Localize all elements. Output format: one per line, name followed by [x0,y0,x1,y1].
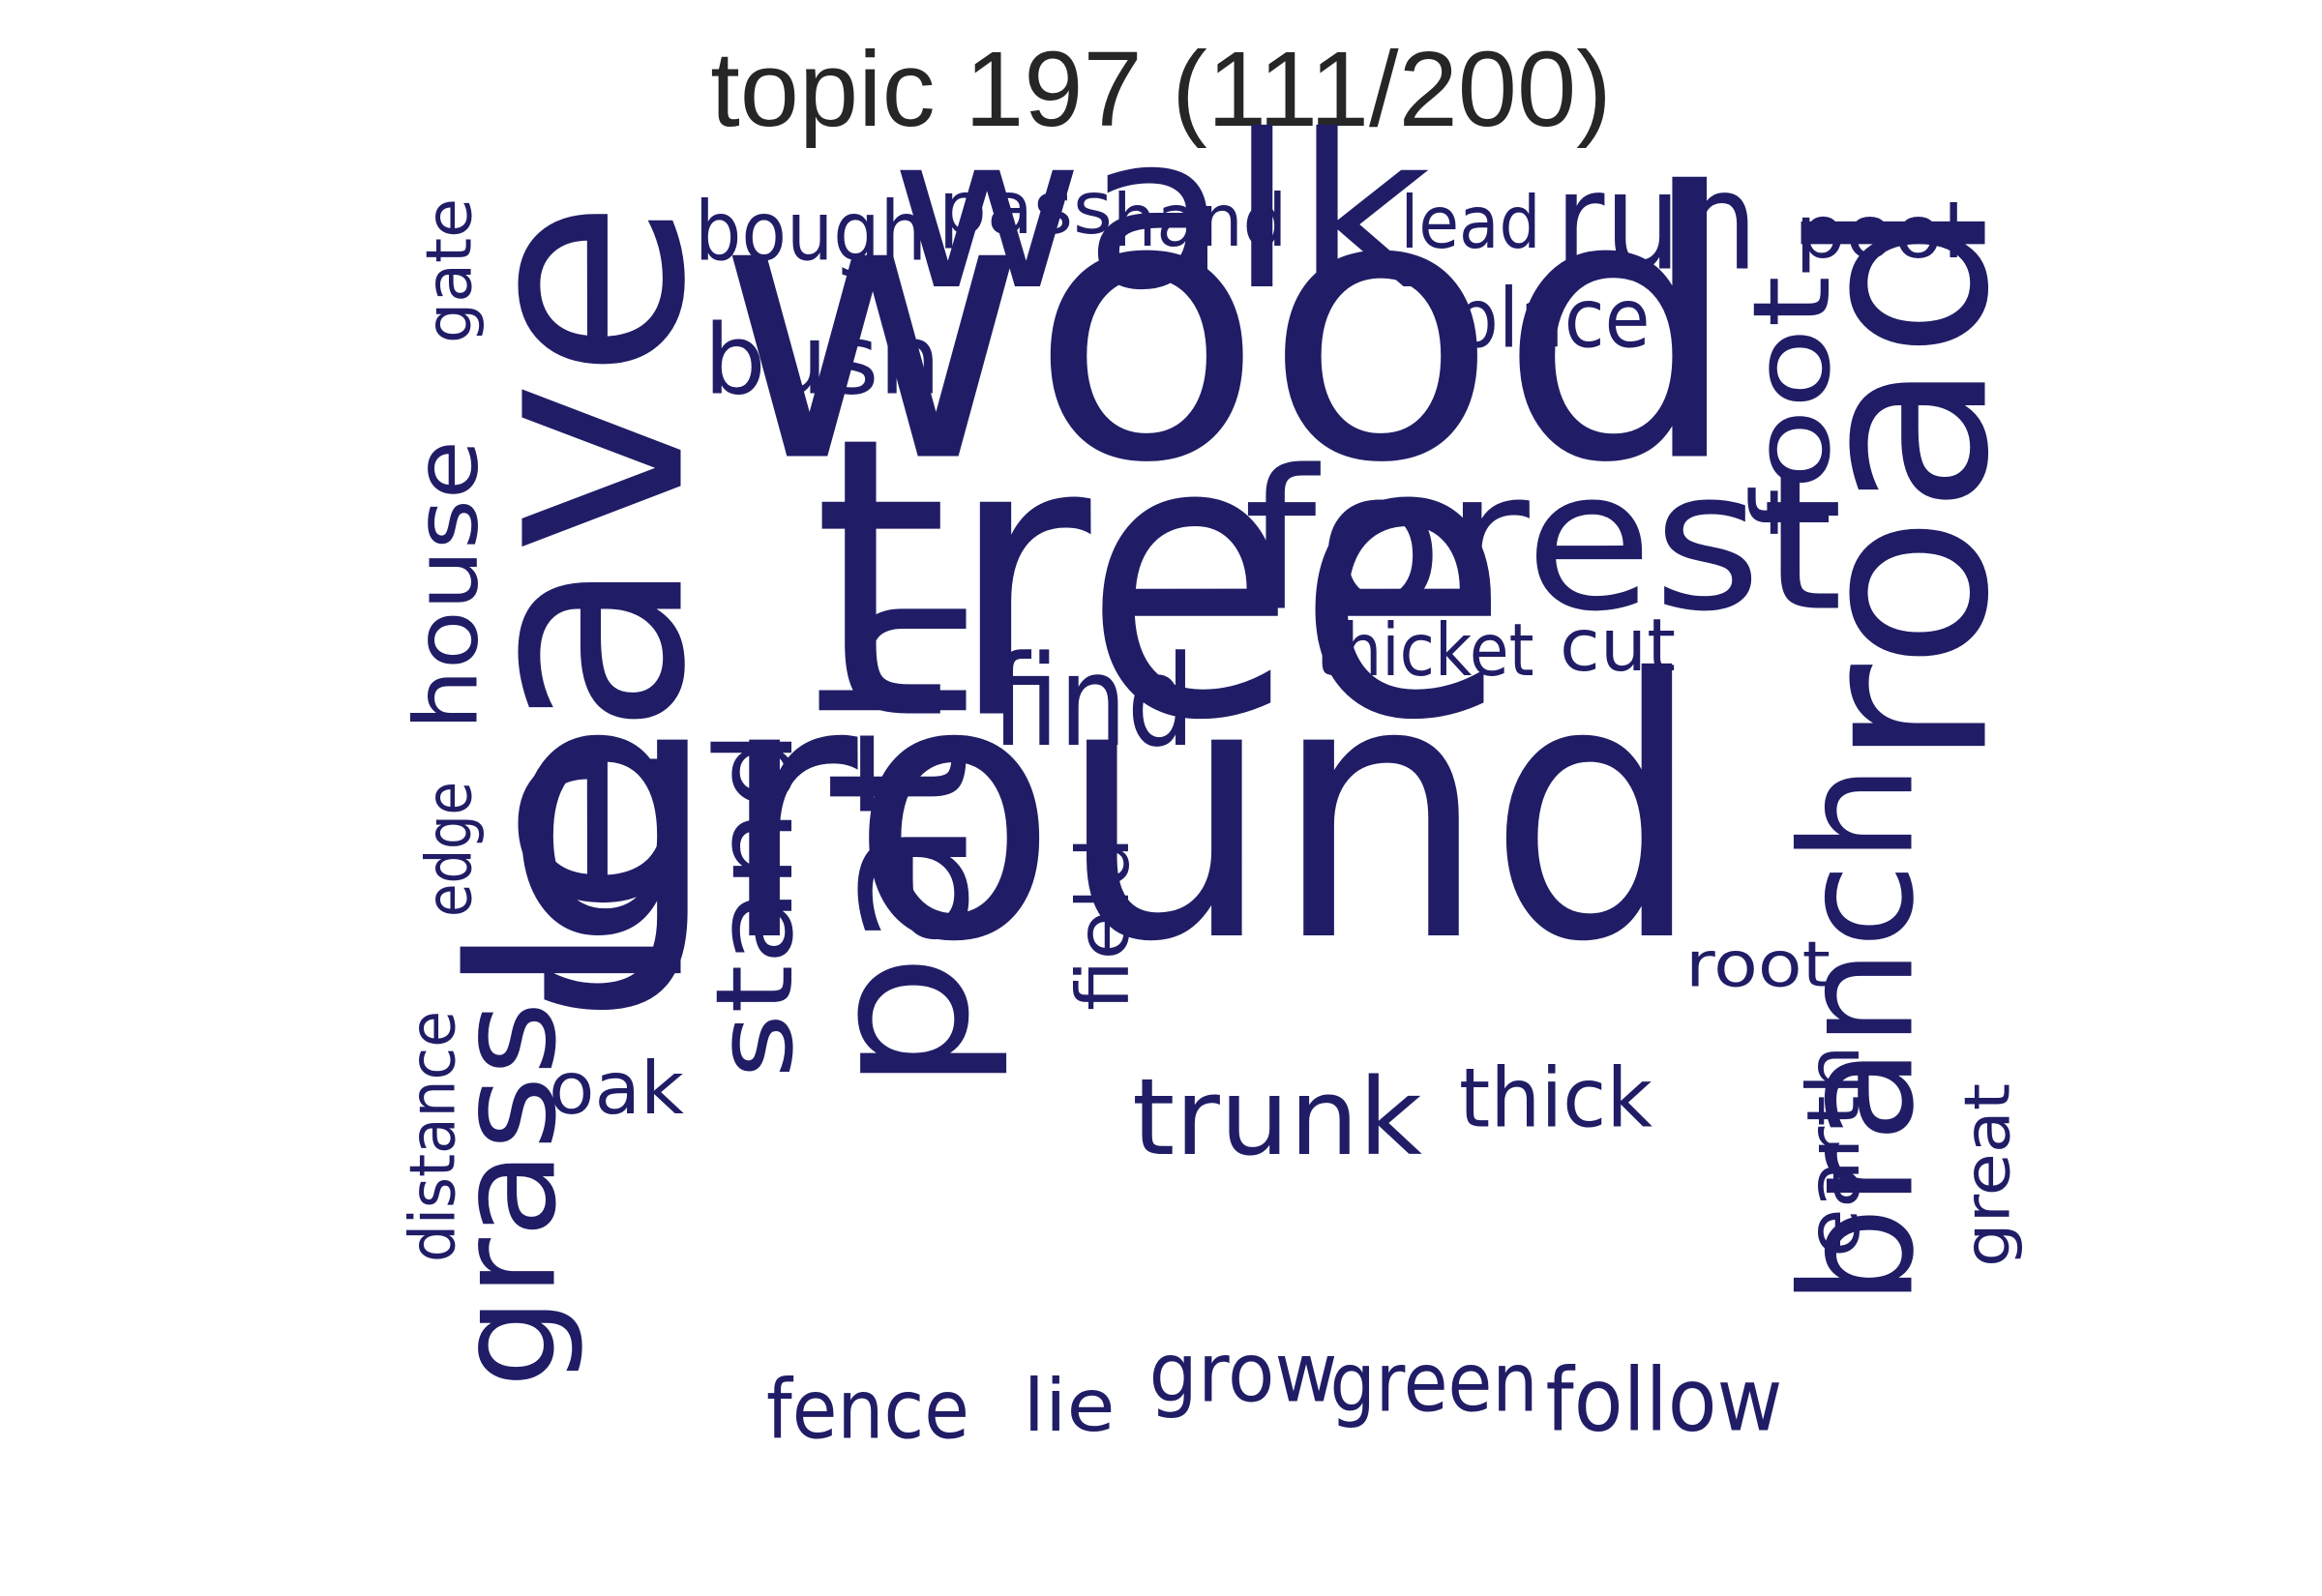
word-walk: walk [890,89,1432,337]
word-follow: follow [1546,1350,1783,1452]
word-house: house [397,440,498,730]
figure-title: topic 197 (111/200) [710,30,1612,149]
word-stand: stand [693,730,817,1079]
word-great: great [1952,1083,2025,1267]
word-hand: hand [1113,178,1287,263]
word-cut: cut [1560,603,1676,688]
word-trunk: trunk [1132,1055,1422,1179]
word-find: find [992,628,1195,775]
word-pass: pass [938,165,1113,251]
word-bough: bough [695,185,927,281]
word-bush: bush [704,304,941,417]
word-wood: wood [716,115,1742,544]
word-road: road [1761,198,2042,769]
word-pool: pool [1796,190,1965,275]
word-grow: grow [1149,1326,1338,1422]
word-forest: forest [1243,429,1843,655]
word-path: path [788,590,1013,1093]
word-edge: edge [414,782,487,917]
word-distance: distance [398,1011,470,1262]
word-ground: ground [503,605,1703,1020]
word-leave: leave [412,198,750,1001]
word-place: place [1452,272,1651,368]
word-earth: earth [1791,1045,1876,1257]
word-foot: foot [1730,276,1854,537]
word-run: run [1555,144,1758,302]
word-oak: oak [549,1046,685,1131]
word-root: root [1685,930,1831,1002]
word-thick: thick [1459,1051,1652,1147]
word-branch: branch [1768,764,1949,1306]
word-green: green [1330,1336,1538,1432]
word-lead: lead [1401,180,1541,265]
word-tree: tree [813,356,1509,806]
word-field: field [1060,837,1146,1011]
word-gate: gate [414,198,487,343]
word-grass: grass [430,1001,587,1388]
word-lie: lie [1024,1363,1116,1448]
word-fence: fence [766,1363,969,1459]
word-thicket: thicket [1317,607,1534,693]
